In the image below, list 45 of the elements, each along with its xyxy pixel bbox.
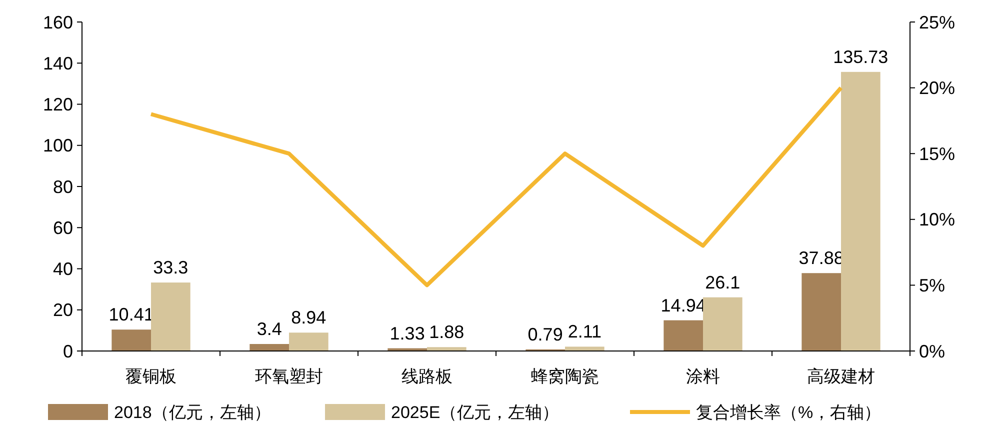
bar bbox=[802, 273, 841, 351]
bar bbox=[664, 320, 703, 351]
x-tick-label: 蜂窝陶瓷 bbox=[531, 367, 599, 386]
y-tick-label: 20 bbox=[52, 300, 73, 320]
x-tick-label: 线路板 bbox=[402, 367, 452, 386]
data-label: 135.73 bbox=[833, 46, 888, 67]
y2-tick-label: 0% bbox=[919, 341, 946, 362]
y2-tick-label: 10% bbox=[919, 210, 956, 230]
line-series bbox=[149, 86, 843, 288]
y-tick-label: 140 bbox=[42, 53, 73, 74]
x-tick-label: 涂料 bbox=[686, 367, 720, 386]
y-tick-label: 60 bbox=[52, 218, 73, 238]
bar bbox=[289, 332, 328, 351]
y-tick-label: 40 bbox=[52, 259, 73, 280]
data-label: 2.11 bbox=[568, 322, 602, 342]
y2-tick-label: 20% bbox=[919, 78, 956, 98]
data-label: 3.4 bbox=[256, 319, 282, 340]
bar bbox=[427, 347, 466, 351]
data-label: 26.1 bbox=[705, 272, 740, 292]
bar bbox=[565, 346, 604, 351]
x-tick-label: 环氧塑封 bbox=[255, 367, 323, 386]
bar bbox=[112, 330, 151, 351]
data-label: 10.41 bbox=[108, 304, 154, 325]
y2-tick-label: 25% bbox=[919, 12, 956, 32]
legend-label: 复合增长率（%，右轴） bbox=[696, 402, 882, 422]
data-label: 1.33 bbox=[390, 323, 425, 344]
data-label: 1.88 bbox=[429, 322, 464, 342]
data-label: 33.3 bbox=[153, 258, 188, 278]
legend-label: 2018（亿元，左轴） bbox=[114, 402, 271, 422]
y-tick-label: 0 bbox=[62, 341, 73, 362]
y-tick-label: 80 bbox=[52, 176, 73, 197]
data-label: 8.94 bbox=[291, 308, 326, 328]
bar bbox=[841, 72, 880, 351]
bar bbox=[151, 282, 190, 351]
legend-label: 2025E（亿元，左轴） bbox=[391, 402, 560, 422]
y-tick-label: 160 bbox=[42, 12, 73, 32]
bar bbox=[703, 297, 742, 351]
data-label: 0.79 bbox=[528, 324, 563, 344]
y2-tick-label: 5% bbox=[919, 276, 946, 296]
y-tick-label: 120 bbox=[42, 94, 73, 115]
bar bbox=[250, 344, 289, 351]
x-tick-label: 覆铜板 bbox=[126, 367, 176, 386]
y2-tick-label: 15% bbox=[919, 144, 956, 164]
y-tick-label: 100 bbox=[42, 136, 73, 156]
x-tick-label: 高级建材 bbox=[807, 367, 875, 386]
